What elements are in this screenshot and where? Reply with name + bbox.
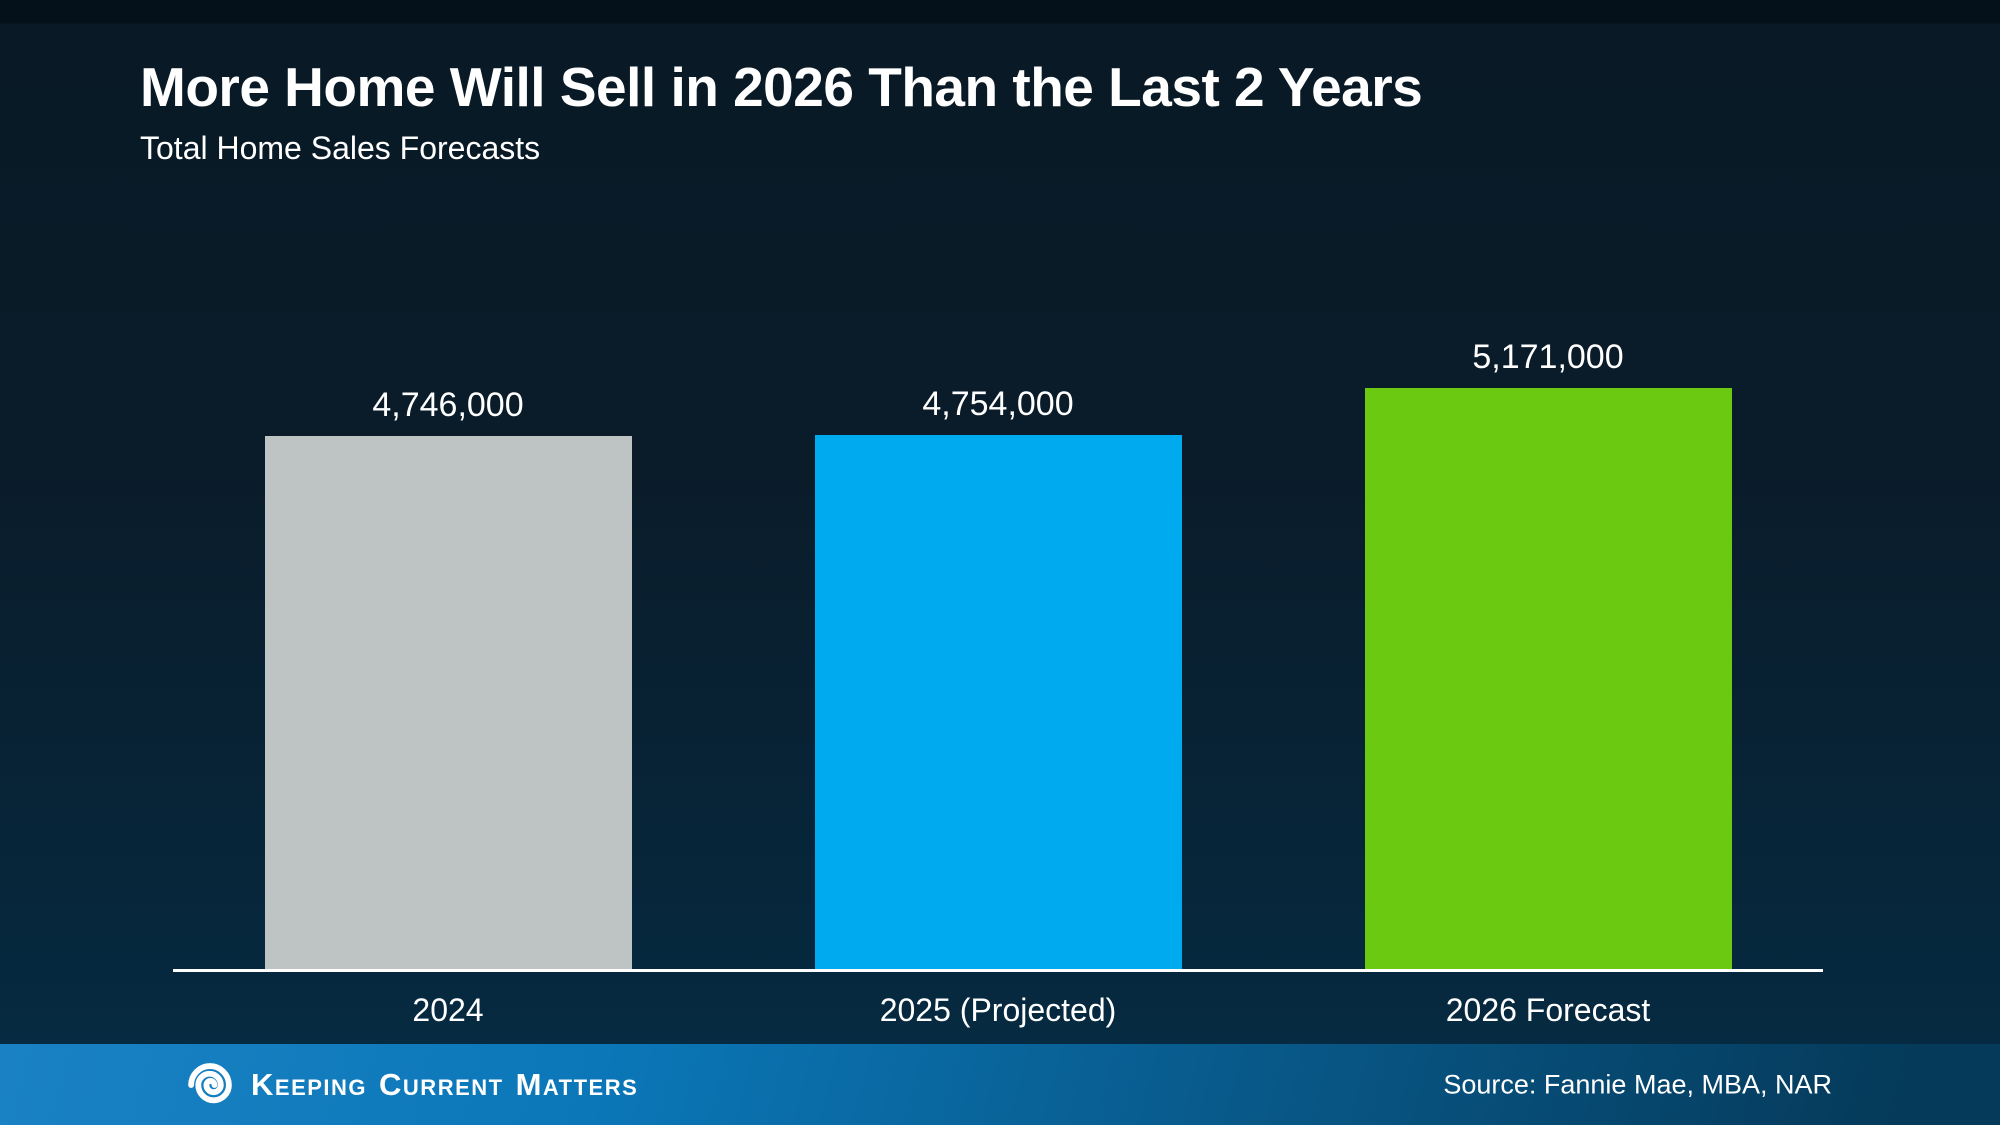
bar-2025 <box>814 435 1182 969</box>
kcm-spiral-logo-icon <box>188 1062 232 1103</box>
bar-column-2024: 4,746,000 <box>173 386 723 969</box>
slide-subtitle: Total Home Sales Forecasts <box>140 130 541 166</box>
x-axis-label-2024: 2024 <box>412 992 484 1028</box>
bar-chart: 4,746,000 4,754,000 5,171,000 <box>173 330 1823 972</box>
x-axis-line <box>173 969 1823 972</box>
bar-value-label-2025: 4,754,000 <box>922 385 1074 423</box>
x-axis-label-2025: 2025 (Projected) <box>879 992 1117 1028</box>
slide-title: More Home Will Sell in 2026 Than the Las… <box>140 56 1423 118</box>
brand-word-current: CURRENT <box>379 1066 504 1102</box>
brand-lockup: KEEPING CURRENT MATTERS <box>183 1044 650 1125</box>
bar-value-label-2026: 5,171,000 <box>1472 338 1624 376</box>
source-citation: Source: Fannie Mae, MBA, NAR <box>1443 1069 1832 1099</box>
x-axis-label-2026: 2026 Forecast <box>1445 992 1651 1028</box>
bar-column-2025: 4,754,000 <box>723 385 1273 969</box>
bar-2024 <box>264 436 632 969</box>
brand-word-keeping: KEEPING <box>251 1066 368 1102</box>
bar-2026 <box>1364 388 1732 969</box>
bar-group: 4,746,000 4,754,000 5,171,000 <box>173 330 1823 969</box>
bar-value-label-2024: 4,746,000 <box>372 386 524 424</box>
brand-name: KEEPING CURRENT MATTERS <box>251 1067 650 1103</box>
brand-word-matters: MATTERS <box>515 1066 639 1102</box>
x-axis-labels: 2024 2025 (Projected) 2026 Forecast <box>173 992 1823 1029</box>
bar-column-2026: 5,171,000 <box>1273 338 1823 969</box>
footer-bar: KEEPING CURRENT MATTERS Source: Fannie M… <box>0 1044 2000 1125</box>
